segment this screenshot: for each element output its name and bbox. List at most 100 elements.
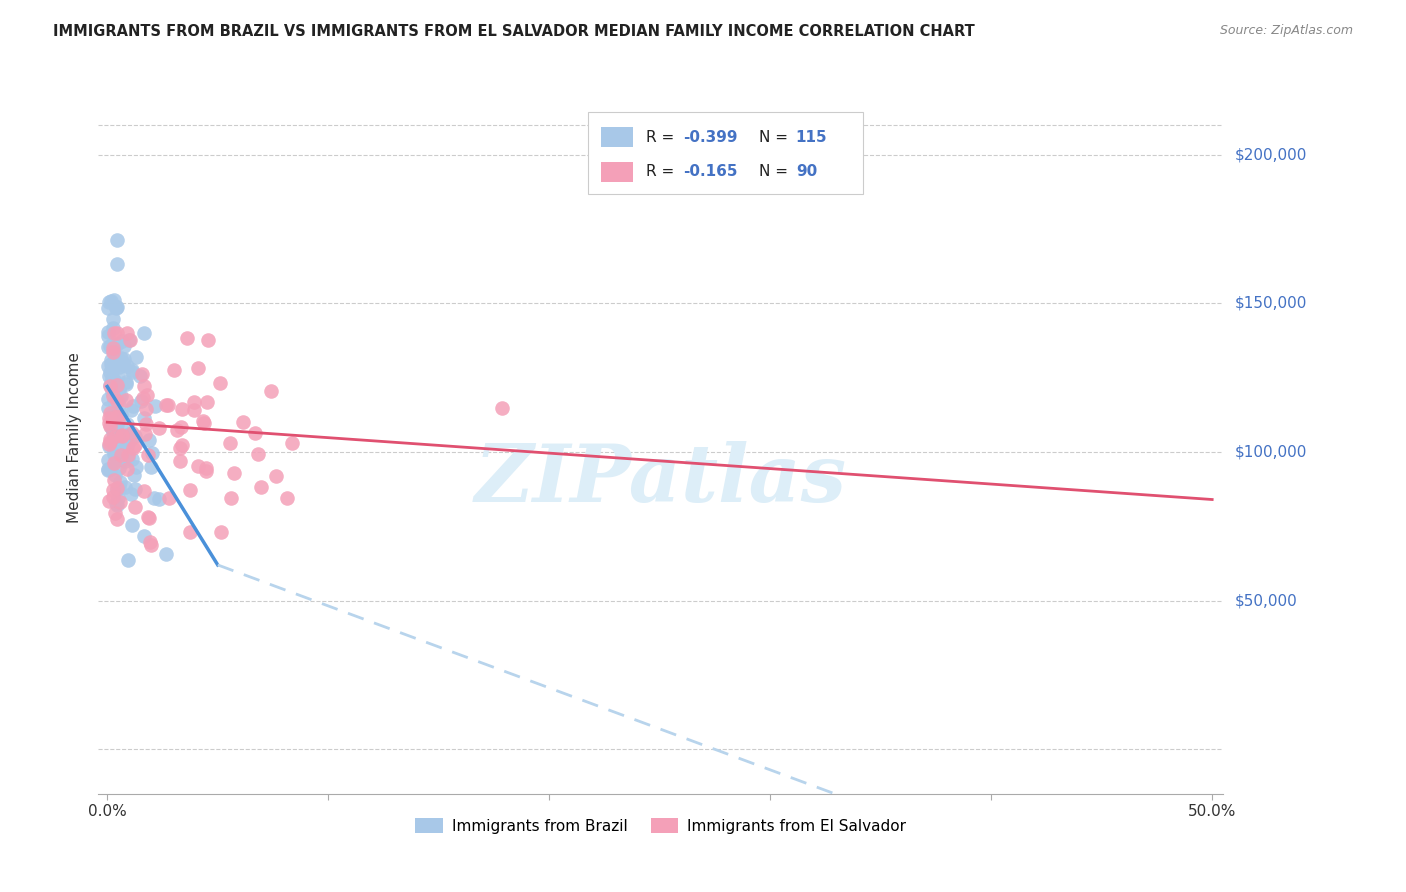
Point [243,425,266,440]
Y-axis label: Median Family Income: Median Family Income [67,351,83,523]
Point [97,294,120,309]
Point [170,402,193,417]
Point [138,511,160,525]
Point [98,406,121,420]
Point [120,434,142,448]
Point [118,333,141,347]
Point [139,460,162,475]
Point [141,446,163,460]
Point [142,491,165,505]
Point [104,506,127,520]
Point [110,408,132,422]
Point [260,384,283,398]
Point [105,428,128,442]
Point [105,233,128,247]
Point [105,481,128,495]
Point [121,365,143,379]
Point [121,362,143,376]
Point [110,448,132,462]
Point [98,432,121,446]
Point [195,395,218,409]
Point [118,426,141,441]
Point [98,416,121,430]
Point [121,518,143,533]
Point [156,398,179,412]
Point [148,421,170,435]
Point [97,325,120,339]
Point [108,481,131,495]
Legend: Immigrants from Brazil, Immigrants from El Salvador: Immigrants from Brazil, Immigrants from … [409,812,912,839]
Point [103,361,125,376]
Point [166,423,188,437]
Point [101,343,124,357]
Point [103,473,125,487]
Point [107,398,129,412]
Point [124,438,146,452]
Text: Source: ZipAtlas.com: Source: ZipAtlas.com [1219,24,1353,37]
Point [232,415,254,429]
Point [124,428,146,442]
Point [101,425,124,440]
Point [104,412,127,426]
Point [110,351,132,365]
Point [276,491,298,505]
Point [98,418,121,433]
Point [97,301,120,315]
Point [105,326,128,340]
Point [105,336,128,351]
Point [97,453,120,467]
Bar [602,161,633,182]
Point [183,403,205,417]
Point [110,495,132,509]
Point [105,351,128,366]
Point [107,427,129,442]
Point [104,407,127,421]
Point [105,355,128,369]
Text: $100,000: $100,000 [1234,444,1306,459]
Point [98,440,121,454]
Point [491,401,513,416]
Text: $200,000: $200,000 [1234,147,1306,162]
Point [250,480,273,494]
Point [169,441,191,455]
Point [176,331,198,345]
FancyBboxPatch shape [588,112,863,194]
Bar [602,128,633,147]
Point [97,359,120,373]
Point [208,376,231,390]
Text: ZIPatlas: ZIPatlas [475,442,846,518]
Point [108,410,131,425]
Point [104,496,127,510]
Text: N =: N = [759,130,793,145]
Text: $50,000: $50,000 [1234,593,1298,608]
Point [128,369,150,384]
Text: N =: N = [759,164,793,179]
Point [157,491,180,506]
Text: $150,000: $150,000 [1234,296,1306,310]
Point [107,491,129,506]
Point [100,294,122,309]
Point [101,356,124,370]
Point [97,340,120,354]
Point [100,353,122,368]
Point [138,434,160,448]
Point [98,378,121,392]
Text: 90: 90 [796,164,817,179]
Point [105,379,128,393]
Point [107,368,129,383]
Point [125,350,148,364]
Point [110,389,132,403]
Point [187,360,209,375]
Point [129,394,152,409]
Point [101,490,124,504]
Point [111,428,134,442]
Point [170,438,193,452]
Point [132,484,155,499]
Point [97,401,120,415]
Point [193,416,215,430]
Point [115,437,138,451]
Point [104,467,127,482]
Point [100,419,122,434]
Point [104,300,127,314]
Point [112,446,135,460]
